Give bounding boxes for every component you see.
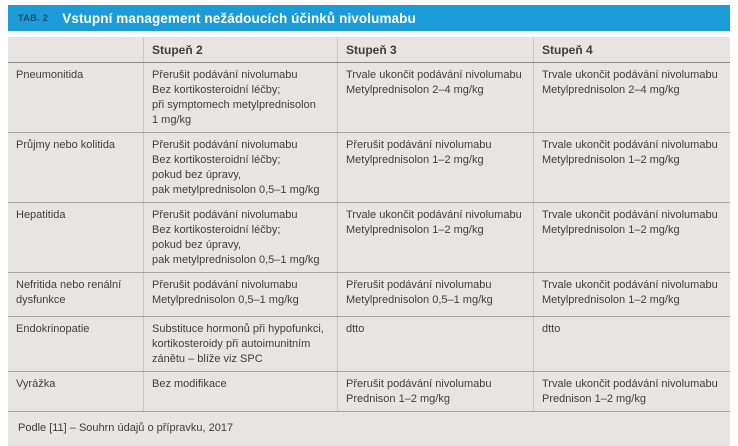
management-table: Stupeň 2 Stupeň 3 Stupeň 4 Pneumonitida … [8,37,730,446]
row-label: Pneumonitida [16,69,84,81]
row-label: Endokrinopatie [16,323,90,335]
grade2-cell: Substituce hormonů při hypofunkci, korti… [143,317,337,371]
row-label: Vyrážka [16,378,56,390]
column-header-grade4: Stupeň 4 [533,37,730,62]
grade3-cell: Trvale ukončit podávání nivolumabu Metyl… [337,63,533,132]
column-header-grade2: Stupeň 2 [143,37,337,62]
grade3-cell: Přerušit podávání nivolumabu Metylpredni… [337,273,533,316]
grade4-cell: Trvale ukončit podávání nivolumabu Metyl… [533,203,730,272]
table-header-row: Stupeň 2 Stupeň 3 Stupeň 4 [8,37,730,63]
grade3-cell: Přerušit podávání nivolumabu Metylpredni… [337,133,533,202]
grade3-cell: dtto [337,317,533,371]
column-header-empty [8,37,143,62]
row-label: Nefritida nebo renální dysfunkce [16,279,122,306]
grade2-cell: Přerušit podávání nivolumabu Bez kortiko… [143,203,337,272]
grade4-cell: dtto [533,317,730,371]
table-number-badge: TAB. 2 [18,13,49,23]
grade4-cell: Trvale ukončit podávání nivolumabu Metyl… [533,273,730,316]
table-row-endokrinopatie: Endokrinopatie Substituce hormonů při hy… [8,317,730,372]
row-label: Hepatitida [16,209,66,221]
column-header-grade3: Stupeň 3 [337,37,533,62]
table-row-nefritida: Nefritida nebo renální dysfunkce Přeruši… [8,273,730,317]
grade4-cell: Trvale ukončit podávání nivolumabu Metyl… [533,63,730,132]
table-title-bar: TAB. 2 Vstupní management nežádoucích úč… [8,5,730,31]
grade2-cell: Přerušit podávání nivolumabu Metylpredni… [143,273,337,316]
grade3-cell: Přerušit podávání nivolumabu Prednison 1… [337,372,533,411]
table-row-hepatitida: Hepatitida Přerušit podávání nivolumabu … [8,203,730,273]
table-title: Vstupní management nežádoucích účinků ni… [62,10,416,26]
grade2-cell: Přerušit podávání nivolumabu Bez kortiko… [143,63,337,132]
table-row-vyrazka: Vyrážka Bez modifikace Přerušit podávání… [8,372,730,412]
table-row-prujmy-kolitida: Průjmy nebo kolitida Přerušit podávání n… [8,133,730,203]
grade4-cell: Trvale ukončit podávání nivolumabu Metyl… [533,133,730,202]
grade4-cell: Trvale ukončit podávání nivolumabu Predn… [533,372,730,411]
grade2-cell: Bez modifikace [143,372,337,411]
grade3-cell: Trvale ukončit podávání nivolumabu Metyl… [337,203,533,272]
row-label: Průjmy nebo kolitida [16,139,116,151]
grade2-cell: Přerušit podávání nivolumabu Bez kortiko… [143,133,337,202]
source-note: Podle [11] – Souhrn údajů o přípravku, 2… [18,422,234,434]
table-row-pneumonitida: Pneumonitida Přerušit podávání nivolumab… [8,63,730,133]
